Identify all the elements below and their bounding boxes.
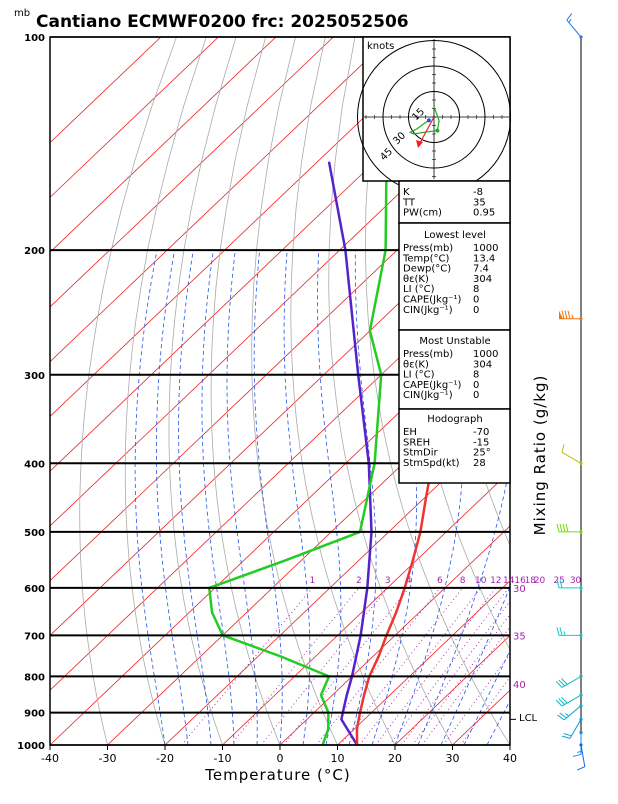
table-row-value: 0: [473, 305, 479, 316]
moist-adiabat-label: 30: [513, 584, 526, 595]
temperature-tick-label: 30: [446, 752, 460, 765]
mixing-ratio-tick-label: 3: [385, 576, 391, 586]
pressure-tick-label: 400: [24, 459, 45, 470]
moist-adiabat-label: 35: [513, 631, 526, 642]
mixing-ratio-tick-label: 6: [437, 576, 443, 586]
pressure-tick-label: 300: [24, 371, 45, 382]
mixing-ratio-tick-label: 30: [570, 576, 582, 586]
mixing-ratio-tick-label: 4: [406, 576, 412, 586]
temperature-tick-label: -40: [41, 752, 59, 765]
wind-barb-base: [579, 586, 582, 589]
pressure-tick-label: 200: [24, 246, 45, 257]
pressure-tick-label: 100: [24, 33, 45, 44]
moist-adiabat-label: 40: [513, 680, 526, 691]
mixing-ratio-tick-label: 2: [356, 576, 362, 586]
temperature-tick-label: -10: [214, 752, 232, 765]
pressure-tick-label: 800: [24, 672, 45, 683]
temperature-tick-label: -20: [156, 752, 174, 765]
table-row-value: 0.95: [473, 208, 495, 219]
wind-barb-base: [579, 317, 582, 320]
table-row-label: CIN(Jkg⁻¹): [403, 390, 453, 401]
temperature-tick-label: 0: [277, 752, 284, 765]
wind-barb-base: [579, 462, 582, 465]
table-title: Most Unstable: [419, 336, 490, 347]
wind-barb-base: [579, 704, 582, 707]
wind-barb-base: [579, 634, 582, 637]
x-axis-label: Temperature (°C): [204, 766, 350, 784]
table-title: Lowest level: [424, 230, 486, 241]
mixing-ratio-tick-label: 20: [534, 576, 546, 586]
pressure-unit-label: mb: [14, 8, 30, 19]
wind-barb-base: [579, 693, 582, 696]
table-row-value: 0: [473, 390, 479, 401]
table-row-label: StmSpd(kt): [403, 458, 460, 469]
table-row-label: CIN(Jkg⁻¹): [403, 305, 453, 316]
pressure-tick-label: 700: [24, 631, 45, 642]
wind-barb-base: [579, 743, 582, 746]
mixing-ratio-tick-label: 8: [460, 576, 466, 586]
table-row-value: 28: [473, 458, 486, 469]
hodograph-start-point: [427, 118, 431, 122]
mixing-ratio-tick-label: 12: [490, 576, 501, 586]
table-row-label: PW(cm): [403, 208, 442, 219]
wind-barb-base: [579, 675, 582, 678]
mixing-ratio-tick-label: 1: [309, 576, 315, 586]
temperature-tick-label: 20: [388, 752, 402, 765]
mixing-ratio-axis-label: Mixing Ratio (g/kg): [531, 375, 549, 536]
mixing-ratio-tick-label: 25: [553, 576, 564, 586]
hodograph-units-label: knots: [367, 41, 394, 52]
temperature-tick-label: 40: [503, 752, 517, 765]
pressure-tick-label: 600: [24, 584, 45, 595]
pressure-tick-label: 900: [24, 709, 45, 720]
wind-barb-base: [579, 731, 582, 734]
mixing-ratio-tick-label: 10: [475, 576, 487, 586]
wind-barb-base: [579, 718, 582, 721]
temperature-tick-label: 10: [331, 752, 345, 765]
temperature-tick-label: -30: [99, 752, 117, 765]
hodograph-point: [435, 129, 439, 133]
wind-barb-base: [579, 35, 582, 38]
pressure-tick-label: 1000: [17, 741, 45, 752]
lowest-level-table: Lowest levelPress(mb)1000Temp(°C)13.4Dew…: [399, 223, 510, 330]
pressure-tick-label: 500: [24, 528, 45, 539]
wind-barb-base: [579, 530, 582, 533]
table-title: Hodograph: [427, 414, 482, 425]
lcl-label: LCL: [519, 713, 538, 724]
chart-title: Cantiano ECMWF0200 frc: 2025052506: [36, 12, 409, 32]
